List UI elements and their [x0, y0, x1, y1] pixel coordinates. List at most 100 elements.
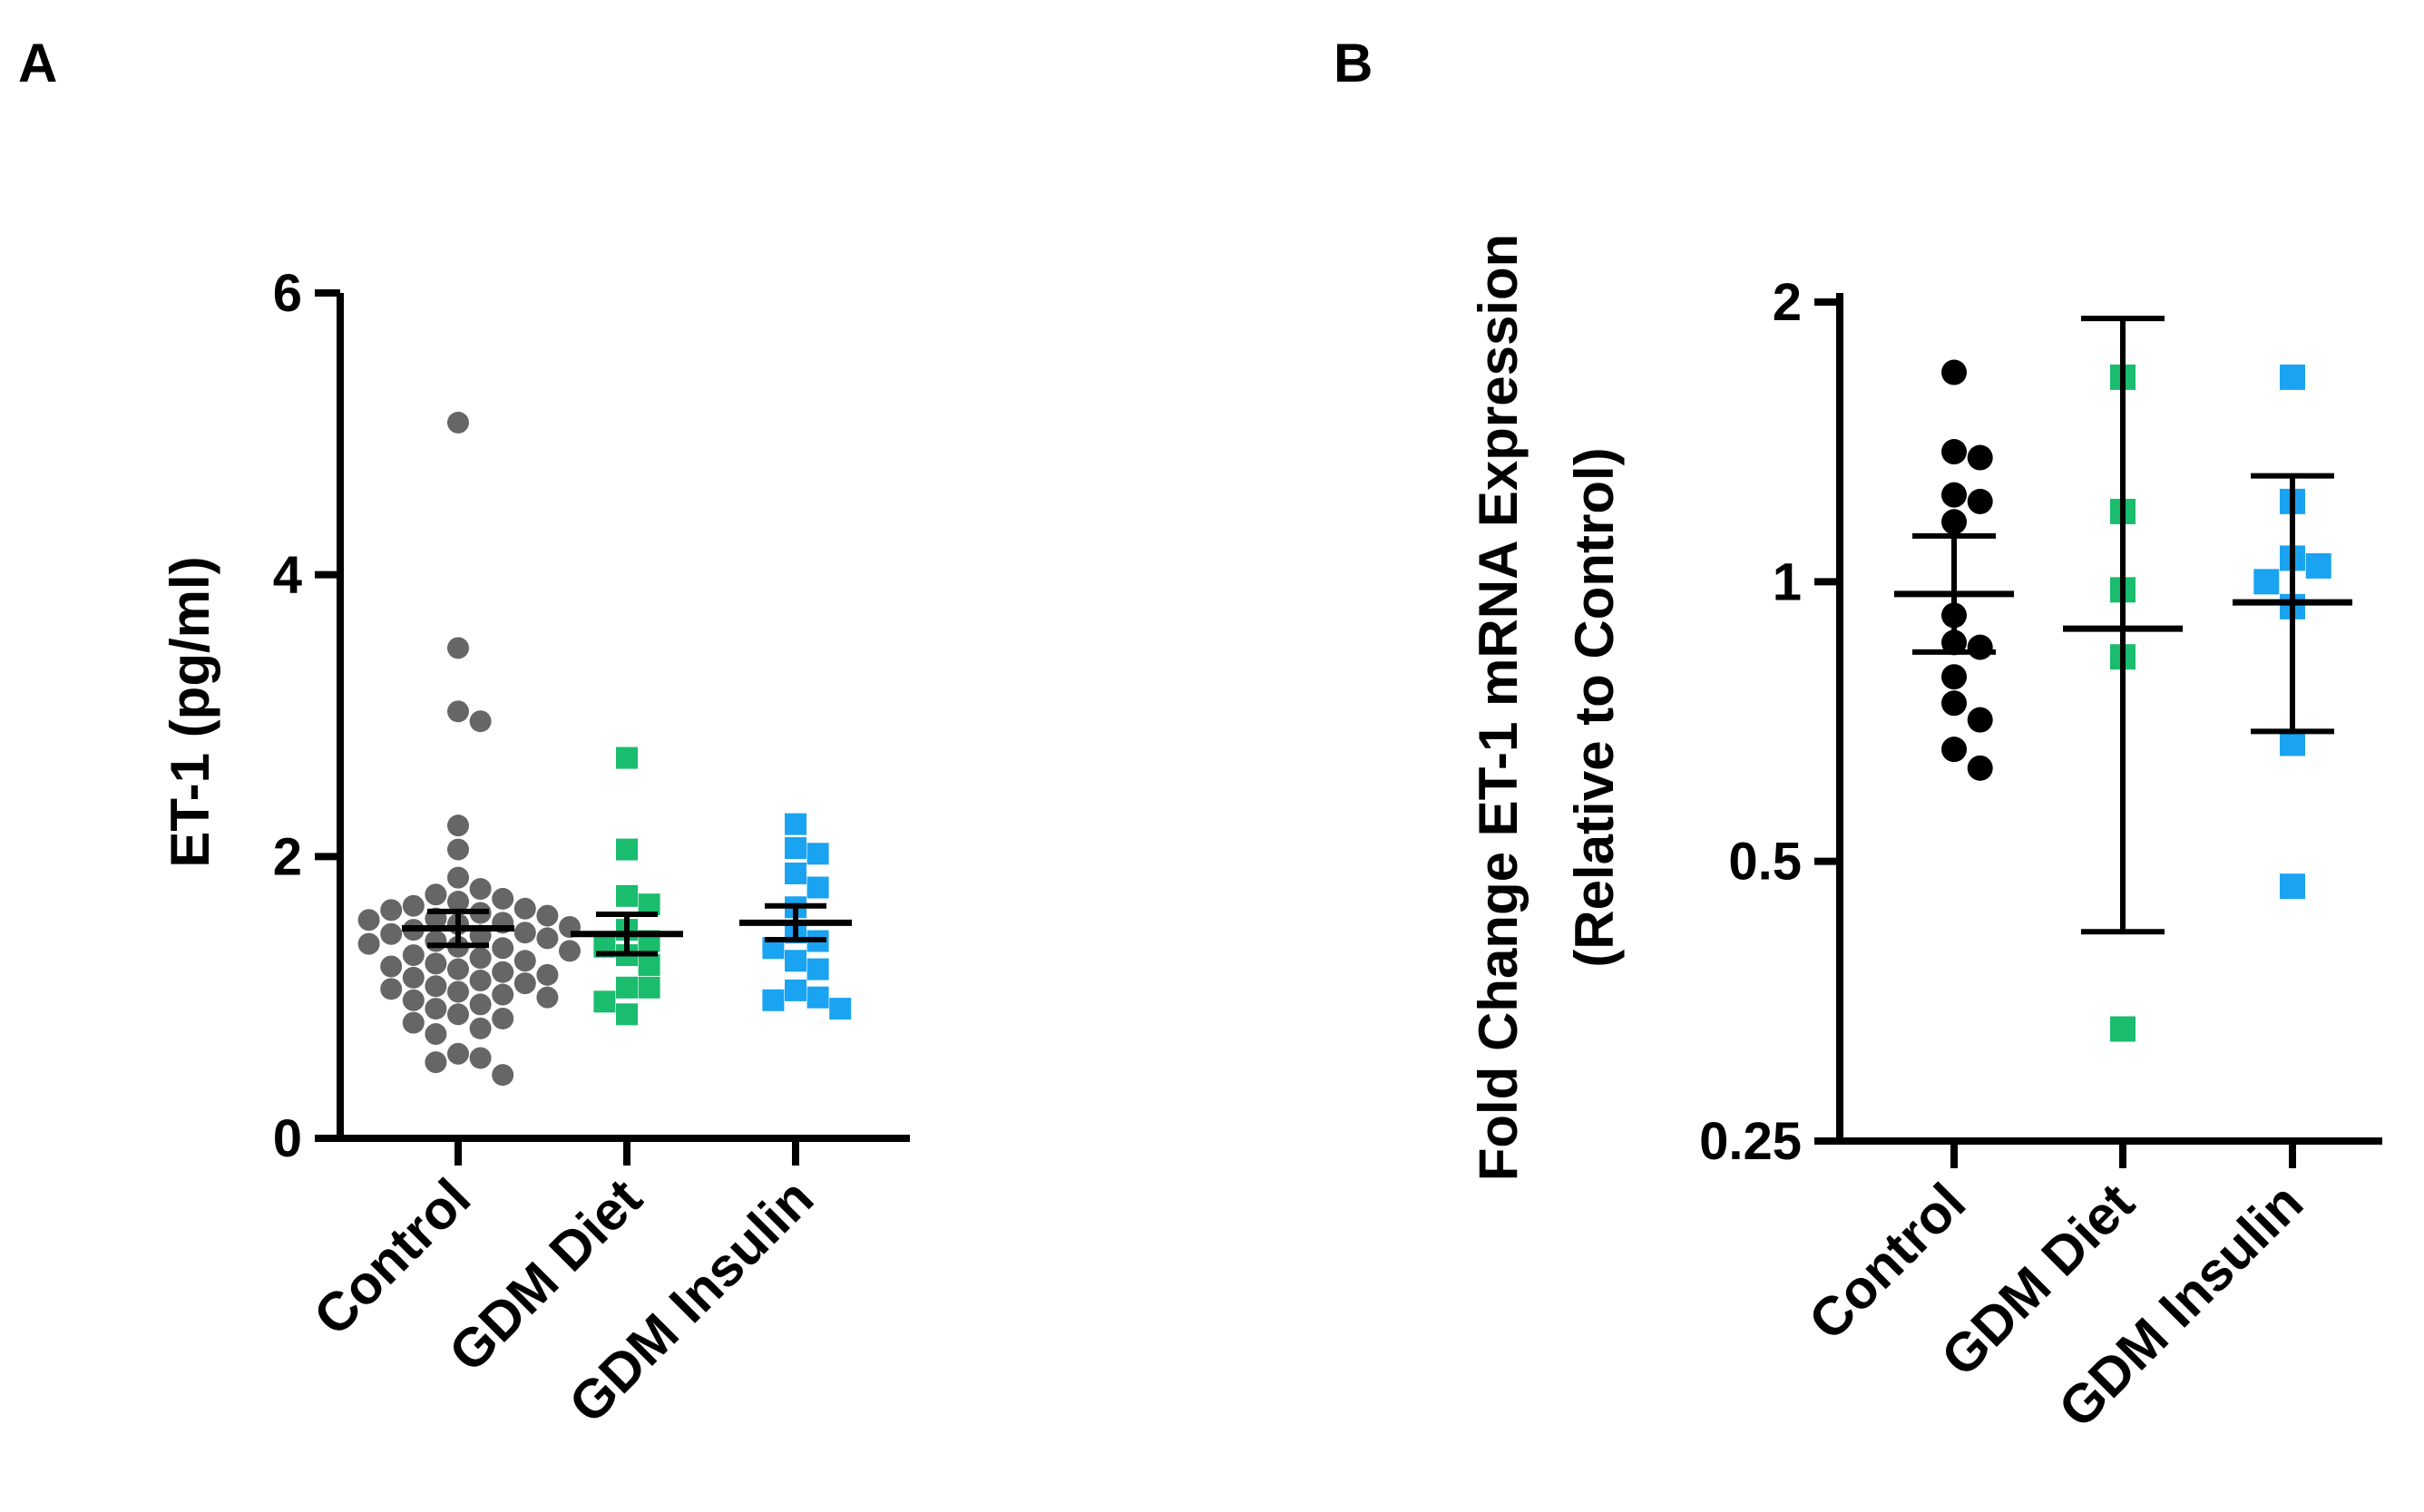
point-gdm-insulin-4: [806, 876, 829, 899]
point-control-42: [425, 975, 447, 998]
y-tick-label-2: 2: [1773, 273, 1802, 332]
point-control-27: [357, 932, 380, 955]
y-tick-label-1: 1: [1773, 552, 1802, 611]
point-control-12: [1941, 736, 1967, 763]
point-control-29: [492, 937, 514, 960]
point-gdm-diet-9: [616, 976, 638, 999]
point-gdm-diet-1: [616, 838, 638, 861]
point-control-3: [1941, 482, 1967, 508]
y-tick-label-0: 0: [273, 1109, 302, 1168]
point-control-23: [380, 922, 403, 945]
point-control-54: [425, 1023, 447, 1046]
panel-b-y-ticks: 0.25 0.5 1 2: [1699, 273, 1840, 1171]
panel-a-y-axis-title: ET-1 (pg/ml): [160, 556, 220, 867]
panel-b-category-labels: Control GDM Diet GDM Insulin: [1797, 1172, 2314, 1439]
point-gdm-insulin-1: [785, 837, 806, 860]
point-control-45: [492, 983, 514, 1006]
point-gdm-diet-8: [638, 953, 660, 976]
point-control-52: [402, 1011, 425, 1034]
point-control-13: [380, 899, 403, 922]
panel-b-y-axis-title-line2: (Relative to Control): [1564, 447, 1625, 967]
y-tick-label-4: 4: [273, 546, 302, 605]
point-control-9: [492, 887, 514, 910]
point-control-8: [1967, 634, 1993, 660]
point-control-31: [402, 944, 425, 967]
panel-a-data-points: [357, 411, 852, 1087]
point-gdm-insulin-0: [785, 813, 806, 835]
point-control-34: [425, 952, 447, 975]
point-gdm-diet-10: [638, 976, 660, 999]
point-control-8: [425, 883, 447, 906]
point-gdm-insulin-3: [785, 862, 806, 884]
point-control-25: [536, 927, 559, 950]
y-tick-label-0-5: 0.5: [1728, 833, 1802, 892]
panel-a-y-ticks: 0 2 4 6: [273, 264, 340, 1168]
point-control-33: [513, 950, 536, 972]
point-gdm-insulin-14: [829, 998, 852, 1020]
point-control-22: [513, 922, 536, 944]
point-control-46: [536, 986, 559, 1009]
point-control-0: [1941, 359, 1967, 385]
point-control-57: [425, 1051, 447, 1074]
point-control-11: [402, 894, 425, 917]
y-tick-label-2: 2: [273, 827, 302, 886]
point-gdm-insulin-7: [2280, 873, 2305, 900]
point-control-12: [513, 897, 536, 920]
point-control-10: [447, 891, 469, 913]
point-control-37: [492, 961, 514, 983]
point-gdm-insulin-0: [2280, 364, 2305, 390]
point-control-44: [447, 980, 469, 1003]
point-control-3: [469, 710, 492, 733]
point-gdm-diet-2: [616, 884, 638, 907]
point-control-2: [447, 700, 469, 723]
point-gdm-insulin-13: [762, 989, 785, 1011]
point-gdm-diet-0: [616, 746, 638, 769]
point-gdm-insulin-11: [785, 979, 806, 1001]
point-control-26: [425, 930, 447, 952]
point-control-1: [1941, 439, 1967, 465]
point-control-17: [357, 909, 380, 932]
point-control-36: [447, 958, 469, 980]
panel-a-category-label-control: Control: [302, 1167, 482, 1347]
panel-a-category-labels: Control GDM Diet GDM Insulin: [302, 1167, 825, 1435]
point-control-50: [447, 1003, 469, 1026]
point-control-40: [469, 970, 492, 992]
point-control-30: [559, 940, 581, 962]
point-control-32: [469, 947, 492, 970]
point-control-11: [1967, 707, 1993, 733]
point-control-49: [425, 998, 447, 1020]
point-control-58: [492, 1064, 514, 1087]
point-gdm-diet-12: [616, 1003, 638, 1026]
point-control-9: [1941, 664, 1967, 690]
point-gdm-insulin-3: [2305, 552, 2331, 579]
point-gdm-insulin-9: [785, 950, 806, 972]
point-control-41: [513, 972, 536, 995]
point-gdm-insulin-10: [806, 958, 829, 980]
point-control-1: [447, 637, 469, 659]
point-control-15: [536, 904, 559, 927]
point-gdm-insulin-12: [806, 986, 829, 1009]
panel-b: B Fold Change ET-1 mRNA Expression (Rela…: [1334, 33, 2382, 1439]
point-control-5: [447, 838, 469, 861]
panel-b-data-points: [1941, 359, 2331, 1042]
point-control-2: [1967, 444, 1993, 471]
panel-a-label: A: [18, 33, 57, 93]
point-control-47: [402, 989, 425, 1011]
point-control-13: [1967, 755, 1993, 781]
point-gdm-diet-11: [593, 990, 616, 1013]
panel-a-error-bars: [402, 902, 852, 957]
point-gdm-insulin-6: [2280, 730, 2305, 756]
point-control-48: [469, 993, 492, 1016]
point-control-4: [447, 815, 469, 837]
panel-b-error-bars: [1894, 316, 2352, 935]
panel-a-x-ticks: [454, 1138, 799, 1166]
panel-a: A ET-1 (pg/ml) 0 2 4 6 Control GDM Diet GDM…: [18, 33, 910, 1435]
panel-b-x-ticks: [1950, 1141, 2296, 1168]
panel-b-y-axis-title-line1: Fold Change ET-1 mRNA Expression: [1468, 234, 1529, 1182]
point-control-5: [1941, 509, 1967, 535]
point-control-38: [536, 963, 559, 986]
y-tick-label-0-25: 0.25: [1699, 1112, 1802, 1171]
point-control-4: [1967, 488, 1993, 514]
point-control-0: [447, 411, 469, 434]
point-control-56: [469, 1047, 492, 1069]
